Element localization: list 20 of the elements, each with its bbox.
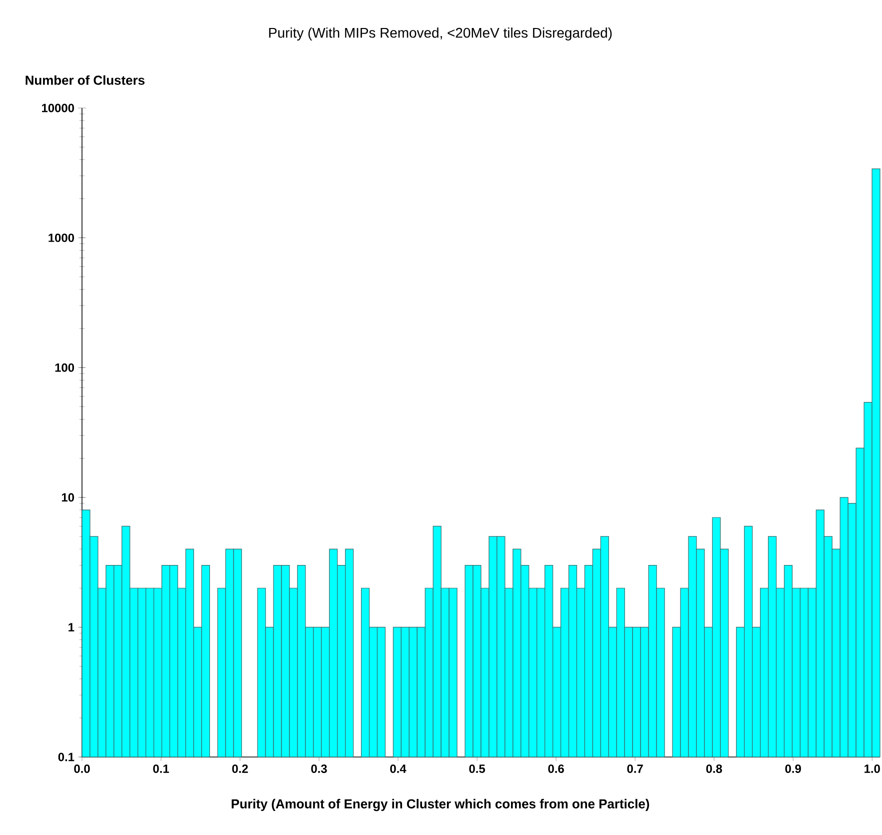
- y-tick-label: 10: [62, 493, 74, 502]
- y-tick-label: 1: [68, 623, 74, 632]
- x-tick-label: 0.6: [548, 764, 564, 773]
- x-tick-label: 0.9: [785, 764, 801, 773]
- x-tick-label: 0.5: [469, 764, 486, 773]
- x-tick-label: 0.4: [390, 764, 406, 773]
- y-tick-label: 10000: [42, 104, 74, 112]
- y-tick-label: 0.1: [58, 752, 74, 762]
- y-tick-label: 100: [55, 363, 74, 372]
- y-axis-title: Number of Clusters: [26, 75, 144, 85]
- x-tick-label: 0.7: [627, 764, 643, 773]
- y-tick-label: 1000: [48, 234, 74, 242]
- x-tick-label: 0.0: [74, 764, 90, 773]
- x-tick-label: 0.2: [232, 764, 248, 773]
- x-tick-label: 0.1: [153, 764, 169, 773]
- x-tick-label: 1.0: [864, 764, 880, 773]
- chart-title: Purity (With MIPs Removed, <20MeV tiles Disregarded): [269, 28, 612, 41]
- x-tick-label: 0.3: [311, 764, 327, 773]
- x-tick-label: 0.8: [706, 764, 722, 773]
- x-axis-title: Purity (Amount of Energy in Cluster which comes from one Particle): [232, 798, 650, 812]
